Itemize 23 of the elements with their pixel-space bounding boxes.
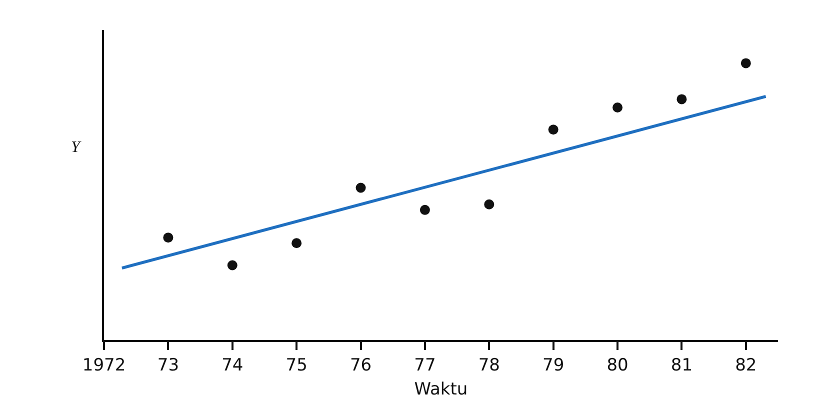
point — [612, 102, 623, 112]
point — [420, 204, 430, 215]
point — [227, 260, 238, 270]
point — [356, 182, 366, 193]
point — [484, 199, 494, 210]
x-tick-label: 75 — [286, 355, 308, 376]
x-tick-label: 79 — [542, 355, 564, 376]
x-tick-label: 74 — [222, 355, 244, 376]
point — [548, 124, 558, 135]
point — [676, 94, 687, 104]
x-tick-label: 73 — [157, 355, 180, 376]
x-tick-label: 80 — [606, 355, 628, 376]
y-axis-title: Y — [71, 139, 82, 156]
point — [740, 58, 751, 68]
x-tick-label: 77 — [414, 355, 436, 376]
x-tick-label: 81 — [670, 355, 693, 376]
x-tick-label: 82 — [735, 355, 757, 376]
x-tick-label: 76 — [350, 355, 372, 376]
x-tick-label: 78 — [478, 355, 500, 376]
x-tick-label: 1972 — [82, 355, 126, 376]
x-axis-title: Waktu — [414, 379, 468, 400]
point — [292, 238, 302, 248]
point — [163, 232, 174, 243]
